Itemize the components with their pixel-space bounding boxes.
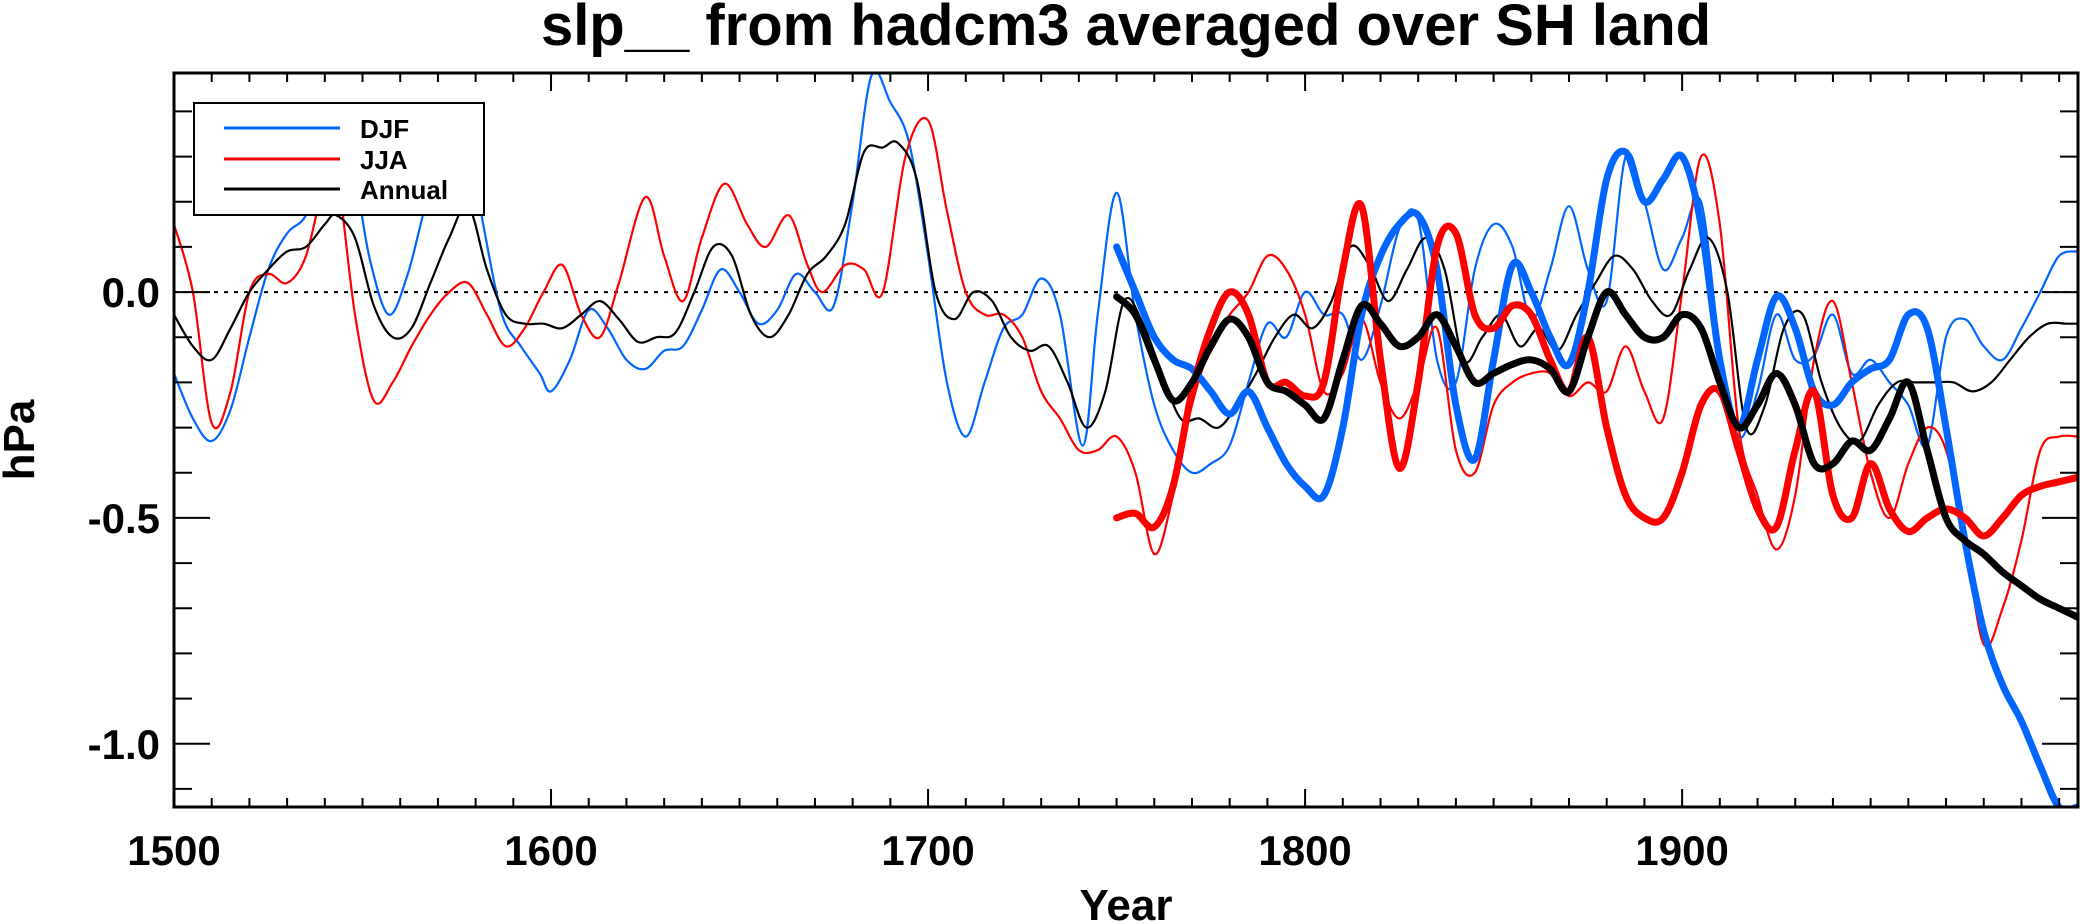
x-axis-tick-labels: 1500 1600 1700 1800 1900 — [127, 827, 1729, 874]
chart-title: slp__ from hadcm3 averaged over SH land — [541, 0, 1711, 58]
y-tick-label: 0.0 — [102, 269, 160, 316]
y-axis-tick-labels: 0.0 -0.5 -1.0 — [88, 269, 160, 768]
x-tick-label: 1600 — [504, 827, 597, 874]
x-tick-label: 1800 — [1258, 827, 1351, 874]
y-axis-label: hPa — [0, 399, 44, 480]
legend: DJF JJA Annual — [193, 102, 485, 216]
x-tick-label: 1900 — [1635, 827, 1728, 874]
legend-label-annual: Annual — [360, 175, 448, 205]
y-axis-ticks — [174, 110, 2078, 790]
legend-label-jja: JJA — [360, 145, 408, 175]
x-axis-label: Year — [1080, 881, 1173, 924]
x-tick-label: 1500 — [127, 827, 220, 874]
y-tick-label: -0.5 — [88, 495, 160, 542]
legend-label-djf: DJF — [360, 114, 409, 144]
series-djf-smoothed-line — [1113, 147, 2078, 807]
series-annual-smoothed-line — [1113, 288, 2078, 621]
y-tick-label: -1.0 — [88, 721, 160, 768]
series-jja-line — [174, 117, 2078, 648]
series-layer — [174, 73, 2078, 807]
x-axis-ticks — [173, 73, 2061, 807]
x-tick-label: 1700 — [881, 827, 974, 874]
plot-frame — [172, 71, 2080, 809]
